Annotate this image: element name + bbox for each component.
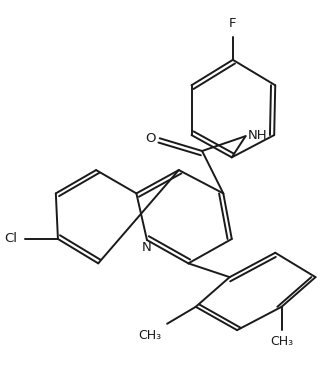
Text: F: F [229,17,237,30]
Text: N: N [142,241,152,254]
Text: Cl: Cl [5,232,18,245]
Text: O: O [145,132,155,145]
Text: CH₃: CH₃ [270,335,293,348]
Text: NH: NH [248,129,267,142]
Text: CH₃: CH₃ [139,329,162,342]
